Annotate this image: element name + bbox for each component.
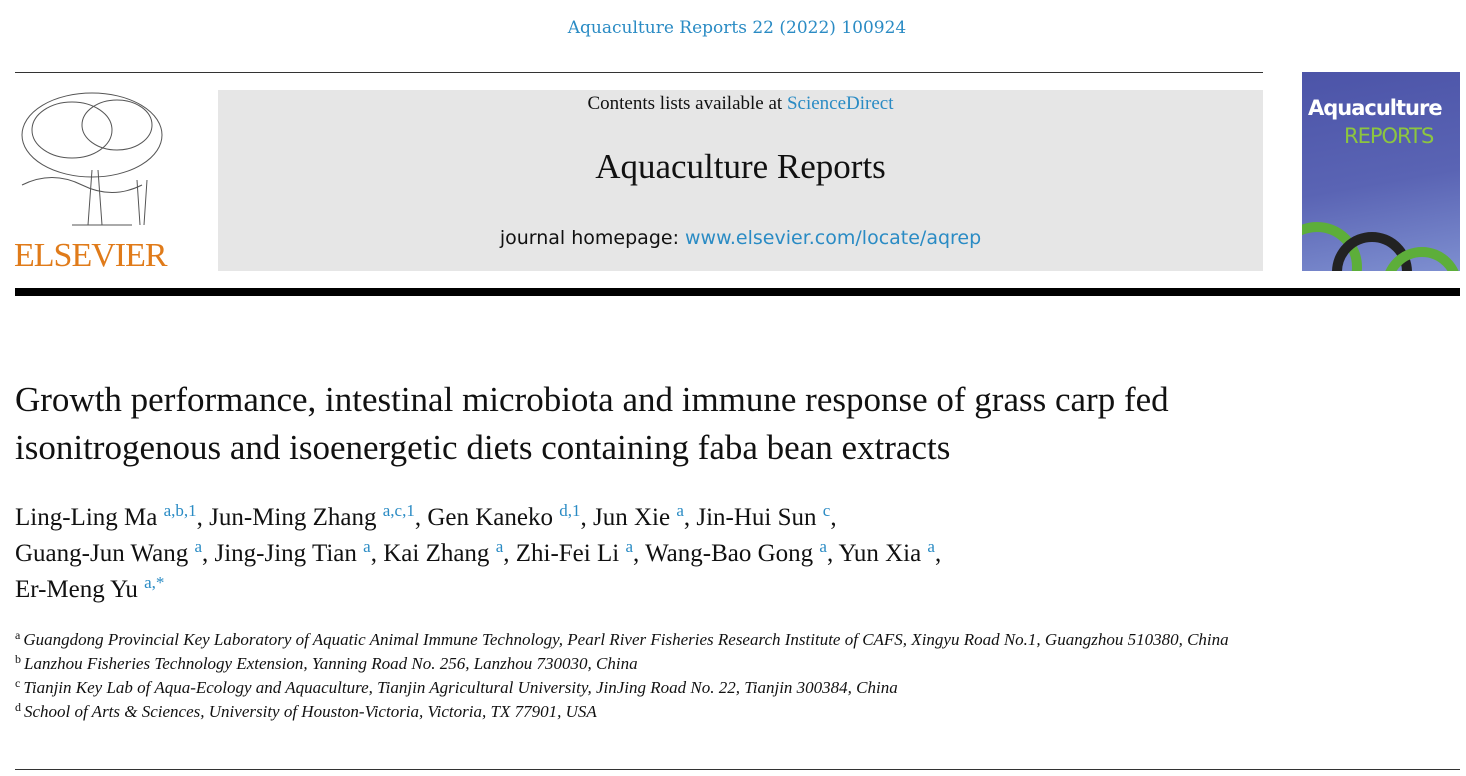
journal-title: Aquaculture Reports — [595, 147, 886, 186]
elsevier-wordmark: ELSEVIER — [14, 237, 168, 274]
article-title: Growth performance, intestinal microbiot… — [15, 380, 1169, 467]
divider — [15, 769, 1460, 770]
author-affiliation-marker[interactable]: c — [822, 501, 831, 520]
affiliation-key: d — [15, 700, 21, 714]
author-affiliation-marker[interactable]: a — [676, 501, 684, 520]
author[interactable]: Kai Zhang a — [383, 537, 504, 567]
author[interactable]: Jun Xie a — [593, 501, 684, 531]
affiliation-text: Guangdong Provincial Key Laboratory of A… — [23, 630, 1229, 649]
author[interactable]: Guang-Jun Wang a — [15, 537, 202, 567]
author-name[interactable]: Jing-Jing Tian — [214, 540, 357, 567]
author-affiliation-marker[interactable]: a — [495, 537, 504, 556]
author-name[interactable]: Gen Kaneko — [427, 504, 553, 531]
author-name[interactable]: Ling-Ling Ma — [15, 504, 158, 531]
homepage-label: journal homepage: — [499, 227, 686, 249]
author-name[interactable]: Er-Meng Yu — [15, 576, 138, 603]
author[interactable]: Gen Kaneko d,1 — [427, 501, 581, 531]
affiliation-key: c — [15, 676, 21, 690]
affiliation: c Tianjin Key Lab of Aqua-Ecology and Aqu… — [15, 676, 1275, 700]
affiliation: a Guangdong Provincial Key Laboratory of … — [15, 628, 1275, 652]
author-name[interactable]: Yun Xia — [838, 540, 922, 567]
author-name[interactable]: Jin-Hui Sun — [696, 504, 817, 531]
affiliation-text: School of Arts & Sciences, University of… — [24, 702, 597, 721]
author-name[interactable]: Kai Zhang — [383, 540, 490, 567]
journal-reference[interactable]: Aquaculture Reports 22 (2022) 100924 — [567, 18, 907, 38]
author-affiliation-marker[interactable]: a — [194, 537, 202, 556]
author-affiliation-marker[interactable]: a — [363, 537, 371, 556]
header-bar — [15, 288, 1460, 296]
author-affiliation-marker[interactable]: a — [819, 537, 827, 556]
author-name[interactable]: Jun Xie — [593, 504, 671, 531]
affiliation-key: a — [15, 628, 21, 642]
author-name[interactable]: Wang-Bao Gong — [645, 540, 814, 567]
homepage-line: journal homepage: www.elsevier.com/locat… — [218, 226, 1263, 250]
affiliation: d School of Arts & Sciences, University o… — [15, 700, 1275, 724]
divider — [15, 72, 1263, 73]
author-affiliation-marker[interactable]: d,1 — [559, 501, 581, 520]
author-name[interactable]: Jun-Ming Zhang — [209, 504, 377, 531]
journal-banner: Contents lists available at ScienceDirec… — [218, 90, 1263, 271]
journal-cover[interactable]: Aquaculture REPORTS — [1302, 72, 1460, 271]
author-affiliation-marker[interactable]: a,c,1 — [382, 501, 415, 520]
author-affiliation-marker[interactable]: a — [927, 537, 935, 556]
author-affiliation-marker[interactable]: a — [625, 537, 633, 556]
author[interactable]: Wang-Bao Gong a — [645, 537, 827, 567]
author[interactable]: Ling-Ling Ma a,b,1 — [15, 501, 197, 531]
sciencedirect-link[interactable]: ScienceDirect — [786, 93, 894, 114]
author-affiliation-marker[interactable]: a,* — [144, 573, 165, 592]
tree-icon — [21, 92, 163, 226]
affiliation-key: b — [15, 652, 21, 666]
author[interactable]: Jing-Jing Tian a — [214, 537, 371, 567]
contents-line: Contents lists available at ScienceDirec… — [218, 92, 1263, 116]
author-list: Ling-Ling Ma a,b,1, Jun-Ming Zhang a,c,1… — [15, 501, 942, 603]
cover-title: Aquaculture — [1308, 96, 1443, 120]
author[interactable]: Er-Meng Yu a,* — [15, 573, 165, 603]
affiliation: b Lanzhou Fisheries Technology Extension,… — [15, 652, 1275, 676]
author[interactable]: Jun-Ming Zhang a,c,1 — [209, 501, 415, 531]
affiliation-text: Tianjin Key Lab of Aqua-Ecology and Aqua… — [23, 678, 898, 697]
cover-subtitle: REPORTS — [1344, 124, 1434, 148]
affiliation-list: a Guangdong Provincial Key Laboratory of … — [15, 628, 1275, 724]
author-name[interactable]: Guang-Jun Wang — [15, 540, 189, 567]
homepage-link[interactable]: www.elsevier.com/locate/aqrep — [685, 227, 982, 249]
author[interactable]: Zhi-Fei Li a — [515, 537, 633, 567]
author-affiliation-marker[interactable]: a,b,1 — [163, 501, 197, 520]
elsevier-logo[interactable]: ELSEVIER — [12, 90, 180, 274]
author[interactable]: Yun Xia a — [838, 537, 935, 567]
contents-label: Contents lists available at — [587, 93, 787, 114]
affiliation-text: Lanzhou Fisheries Technology Extension, … — [24, 654, 638, 673]
author-name[interactable]: Zhi-Fei Li — [515, 540, 620, 567]
author[interactable]: Jin-Hui Sun c — [696, 501, 831, 531]
